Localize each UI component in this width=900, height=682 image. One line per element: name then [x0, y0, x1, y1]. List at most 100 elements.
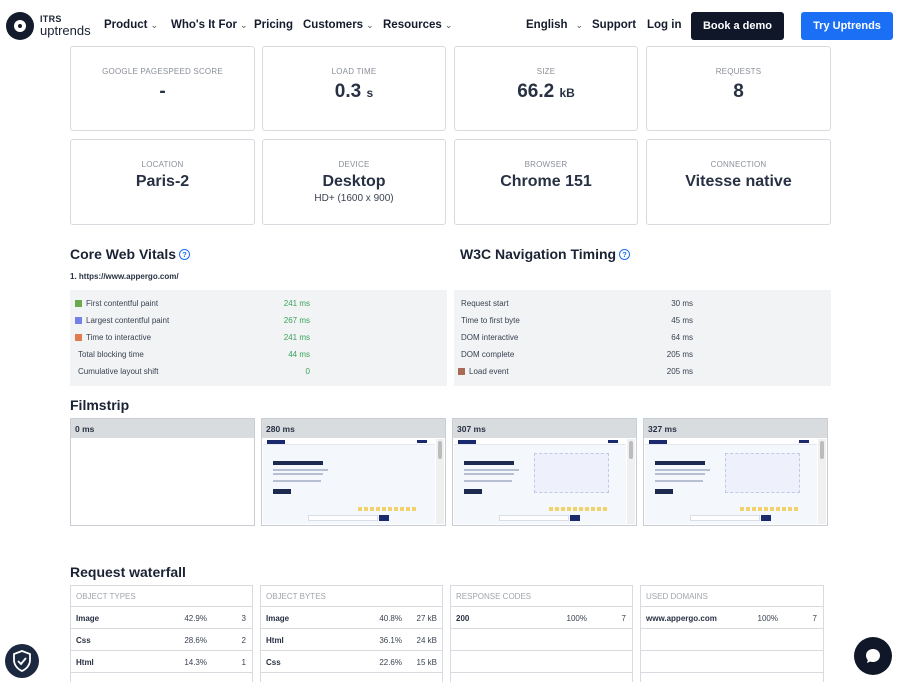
- card-label: DEVICE: [338, 160, 370, 169]
- metric-value: 205 ms: [666, 350, 693, 359]
- metric-value: 64 ms: [671, 333, 693, 342]
- metric-value: 241 ms: [283, 333, 310, 342]
- response-codes-table: RESPONSE CODES 200 100% 7: [450, 585, 633, 682]
- table-row-empty: [451, 629, 632, 651]
- legend-swatch: [75, 300, 82, 307]
- tested-url: 1. https://www.appergo.com/: [70, 272, 179, 281]
- used-domains-table: USED DOMAINS www.appergo.com 100% 7: [640, 585, 824, 682]
- legend-swatch: [75, 334, 82, 341]
- filmstrip-frame[interactable]: 327 ms: [643, 418, 828, 526]
- table-row-empty: [451, 651, 632, 673]
- card-label: SIZE: [536, 67, 556, 76]
- card-value: Vitesse native: [685, 173, 792, 190]
- card-label: BROWSER: [524, 160, 568, 169]
- page-screenshot-thumbnail: [263, 439, 435, 524]
- metric-largest-contentful-paint: Largest contentful paint: [75, 316, 169, 325]
- metric-first-contentful-paint: First contentful paint: [75, 299, 158, 308]
- try-uptrends-button[interactable]: Try Uptrends: [801, 12, 893, 40]
- chevron-down-icon: ⌄: [575, 20, 584, 30]
- frame-scrollbar[interactable]: [436, 439, 444, 524]
- help-icon[interactable]: ?: [179, 249, 191, 260]
- table-row: Css 22.6% 15 kB: [261, 651, 442, 673]
- load-time-card: LOAD TIME 0.3 s: [262, 46, 446, 131]
- filmstrip-frame[interactable]: 280 ms: [261, 418, 446, 526]
- legend-swatch: [458, 368, 465, 375]
- card-value: Paris-2: [135, 173, 190, 190]
- metric-value: 44 ms: [288, 350, 310, 359]
- core-web-vitals-panel: First contentful paint 241 ms Largest co…: [70, 290, 447, 386]
- metric-load-event: Load event: [458, 367, 509, 376]
- object-types-table: OBJECT TYPES Image 42.9% 3 Css 28.6% 2 Html 1…: [70, 585, 253, 682]
- card-value: 0.3 s: [334, 81, 374, 102]
- filmstrip-heading: Filmstrip: [70, 397, 130, 413]
- table-row: Css 28.6% 2: [71, 629, 252, 651]
- page-screenshot-thumbnail: [454, 439, 626, 524]
- book-demo-button[interactable]: Book a demo: [691, 12, 784, 40]
- table-row: Html 36.1% 24 kB: [261, 629, 442, 651]
- card-label: REQUESTS: [715, 67, 762, 76]
- metric-value: 0: [305, 367, 310, 376]
- frame-time: 280 ms: [262, 419, 445, 438]
- filmstrip-frame[interactable]: 0 ms: [70, 418, 255, 526]
- size-card: SIZE 66.2 kB: [454, 46, 638, 131]
- chat-button[interactable]: [854, 637, 892, 675]
- card-subvalue: HD+ (1600 x 900): [314, 193, 394, 204]
- chevron-down-icon: ⌄: [444, 20, 453, 30]
- table-header: OBJECT TYPES: [71, 586, 252, 607]
- card-label: LOCATION: [141, 160, 184, 169]
- table-row: Image 42.9% 3: [71, 607, 252, 629]
- frame-scrollbar[interactable]: [818, 439, 826, 524]
- browser-card: BROWSER Chrome 151: [454, 139, 638, 225]
- table-header: OBJECT BYTES: [261, 586, 442, 607]
- frame-time: 307 ms: [453, 419, 636, 438]
- pagespeed-card: GOOGLE PAGESPEED SCORE -: [70, 46, 255, 131]
- metric-time-to-first-byte: Time to first byte: [461, 316, 520, 325]
- table-row-empty: [641, 629, 823, 651]
- metric-value: 241 ms: [283, 299, 310, 308]
- metric-value: 205 ms: [666, 367, 693, 376]
- table-row: Image 40.8% 27 kB: [261, 607, 442, 629]
- nav-customers[interactable]: Customers ⌄: [303, 19, 374, 31]
- privacy-shield-button[interactable]: [5, 644, 39, 678]
- table-row: Html 14.3% 1: [71, 651, 252, 673]
- filmstrip-frame[interactable]: 307 ms: [452, 418, 637, 526]
- card-value: -: [159, 81, 166, 102]
- frame-scrollbar[interactable]: [627, 439, 635, 524]
- location-card: LOCATION Paris-2: [70, 139, 255, 225]
- nav-pricing[interactable]: Pricing: [254, 19, 293, 31]
- nav-resources[interactable]: Resources ⌄: [383, 19, 453, 31]
- table-row: 200 100% 7: [451, 607, 632, 629]
- uptrends-logo[interactable]: ITRS uptrends: [6, 12, 91, 40]
- nav-whos-it-for[interactable]: Who's It For ⌄: [171, 19, 248, 31]
- device-card: DEVICE Desktop HD+ (1600 x 900): [262, 139, 446, 225]
- card-value: Desktop: [322, 173, 386, 190]
- nav-support[interactable]: Support: [592, 19, 637, 31]
- chevron-down-icon: ⌄: [366, 20, 374, 30]
- w3c-panel: Request start 30 ms Time to first byte 4…: [454, 290, 831, 386]
- metric-dom-interactive: DOM interactive: [461, 333, 519, 342]
- metric-dom-complete: DOM complete: [461, 350, 515, 359]
- card-value: 66.2 kB: [517, 81, 575, 102]
- nav-login[interactable]: Log in: [647, 19, 682, 31]
- logo-bottom-text: uptrends: [40, 23, 91, 38]
- requests-card: REQUESTS 8: [646, 46, 831, 131]
- core-web-vitals-heading: Core Web Vitals?: [70, 246, 191, 262]
- metric-value: 267 ms: [283, 316, 310, 325]
- language-selector[interactable]: English ⌄: [526, 19, 584, 31]
- metric-value: 45 ms: [671, 316, 693, 325]
- shield-check-icon: [13, 650, 31, 672]
- help-icon[interactable]: ?: [619, 249, 631, 260]
- chat-bubble-icon: [866, 649, 880, 663]
- logo-icon: [6, 12, 34, 40]
- table-row-empty: [641, 651, 823, 673]
- card-value: Chrome 151: [500, 173, 592, 190]
- w3c-heading: W3C Navigation Timing?: [460, 246, 631, 262]
- metric-value: 30 ms: [671, 299, 693, 308]
- site-header: ITRS uptrends Product ⌄ Who's It For ⌄ Pri…: [0, 0, 900, 52]
- chevron-down-icon: ⌄: [150, 20, 158, 30]
- metric-time-to-interactive: Time to interactive: [75, 333, 151, 342]
- card-value: 8: [733, 81, 744, 102]
- card-label: CONNECTION: [710, 160, 767, 169]
- nav-product[interactable]: Product ⌄: [104, 19, 158, 31]
- frame-time: 0 ms: [71, 419, 254, 438]
